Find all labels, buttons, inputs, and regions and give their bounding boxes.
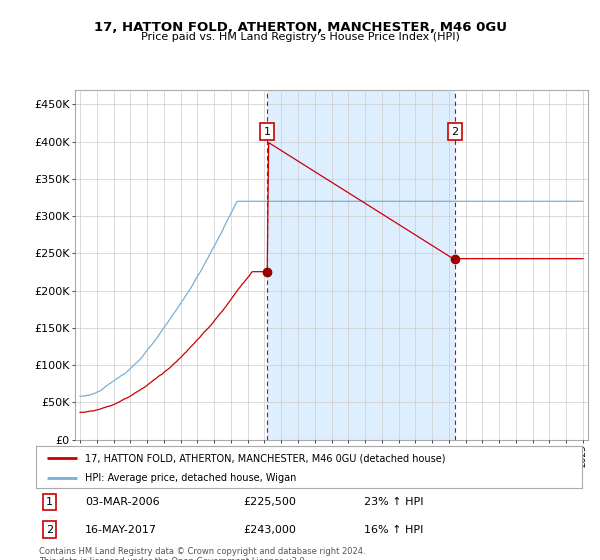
Text: 16% ↑ HPI: 16% ↑ HPI <box>364 525 423 535</box>
Text: Contains HM Land Registry data © Crown copyright and database right 2024.
This d: Contains HM Land Registry data © Crown c… <box>39 547 365 560</box>
Text: 1: 1 <box>46 497 53 507</box>
Text: 2: 2 <box>46 525 53 535</box>
Text: 17, HATTON FOLD, ATHERTON, MANCHESTER, M46 0GU (detached house): 17, HATTON FOLD, ATHERTON, MANCHESTER, M… <box>85 453 446 463</box>
Text: 1: 1 <box>264 127 271 137</box>
Text: 17, HATTON FOLD, ATHERTON, MANCHESTER, M46 0GU: 17, HATTON FOLD, ATHERTON, MANCHESTER, M… <box>94 21 506 34</box>
Text: Price paid vs. HM Land Registry's House Price Index (HPI): Price paid vs. HM Land Registry's House … <box>140 32 460 42</box>
Text: £225,500: £225,500 <box>244 497 296 507</box>
Text: HPI: Average price, detached house, Wigan: HPI: Average price, detached house, Wiga… <box>85 473 296 483</box>
Text: 03-MAR-2006: 03-MAR-2006 <box>85 497 160 507</box>
Text: 23% ↑ HPI: 23% ↑ HPI <box>364 497 423 507</box>
Bar <box>267 90 455 440</box>
Text: £243,000: £243,000 <box>244 525 296 535</box>
Text: 2: 2 <box>451 127 458 137</box>
Text: 16-MAY-2017: 16-MAY-2017 <box>85 525 157 535</box>
